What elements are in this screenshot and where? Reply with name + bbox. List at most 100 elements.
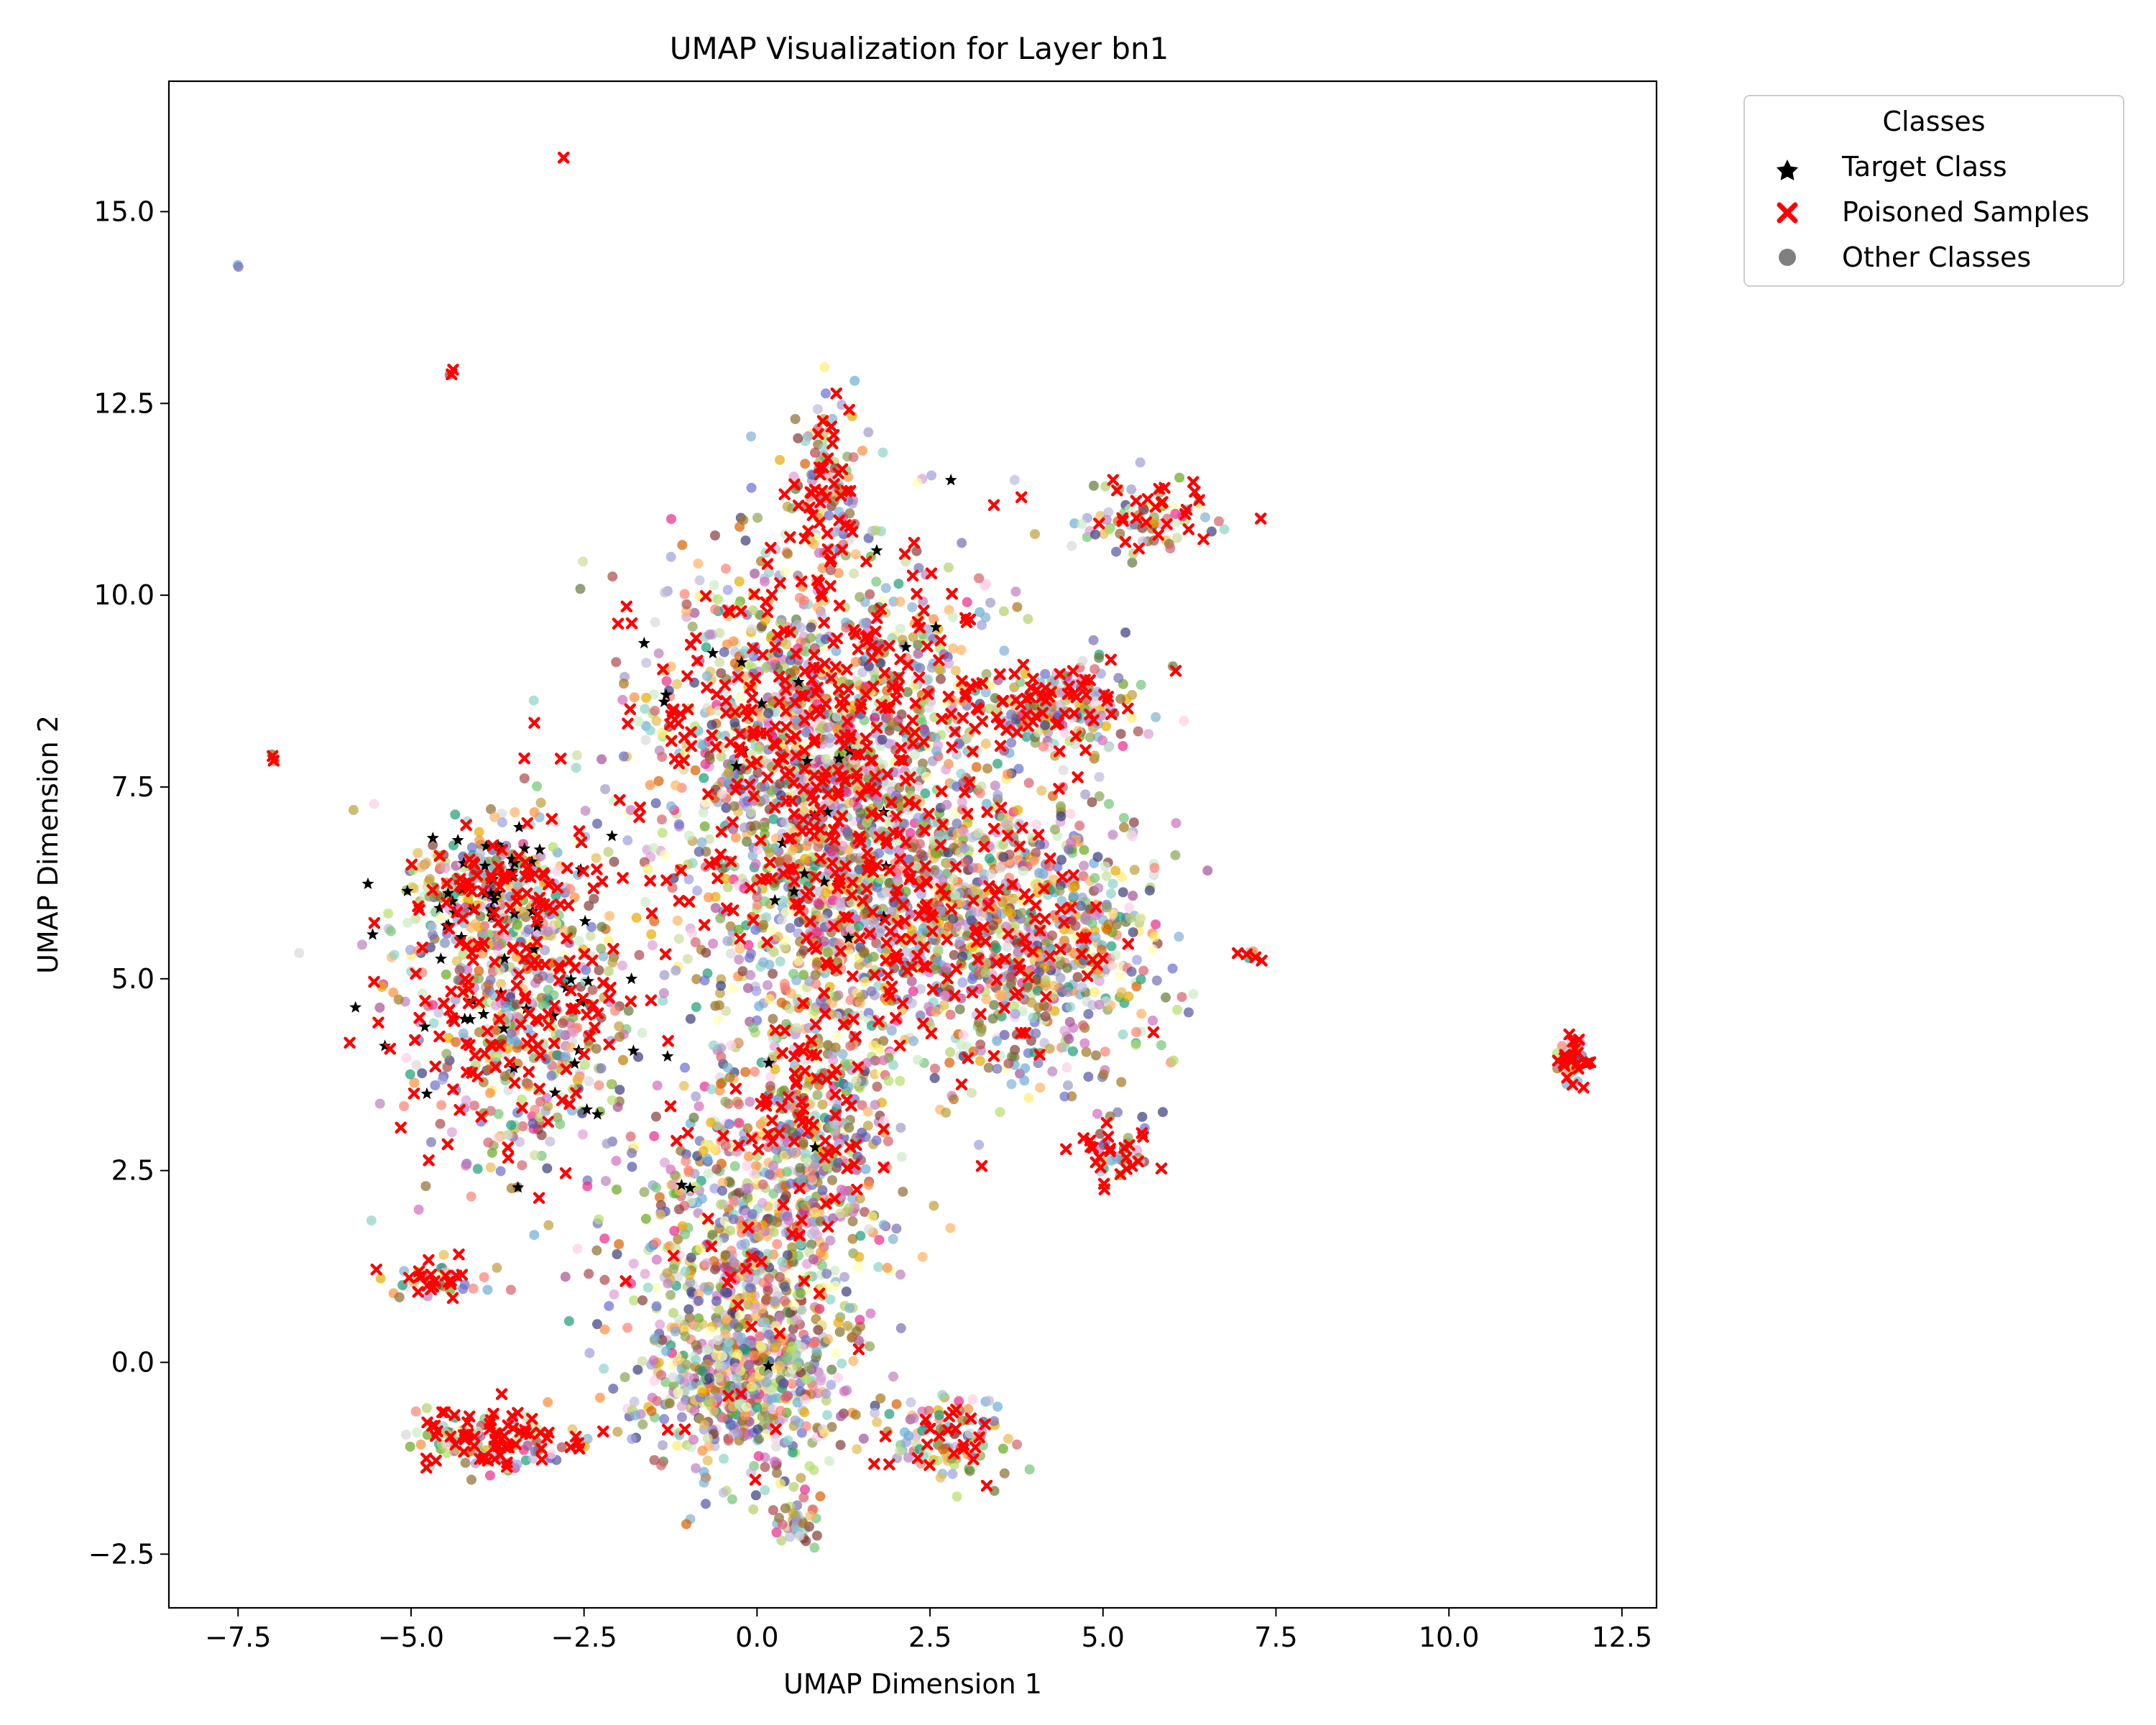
data-point-other-class <box>671 965 681 975</box>
data-point-other-class <box>857 446 867 456</box>
data-point-other-class <box>662 676 672 686</box>
data-point-other-class <box>856 993 866 1003</box>
data-point-other-class <box>533 974 543 984</box>
data-point-other-class <box>467 842 477 852</box>
data-point-other-class <box>745 1283 755 1293</box>
data-point-other-class <box>1177 992 1187 1002</box>
data-point-other-class <box>910 750 920 760</box>
data-point-other-class <box>622 1322 632 1333</box>
data-point-other-class <box>1165 543 1175 553</box>
data-point-other-class <box>699 773 709 783</box>
data-point-other-class <box>740 822 750 832</box>
data-point-other-class <box>980 967 990 978</box>
data-point-other-class <box>474 966 484 976</box>
data-point-other-class <box>1092 1109 1102 1119</box>
data-point-other-class <box>897 709 907 719</box>
data-point-other-class <box>688 622 698 632</box>
data-point-other-class <box>645 780 655 790</box>
data-point-other-class <box>699 1420 709 1430</box>
data-point-other-class <box>1077 519 1087 529</box>
data-point-other-class <box>1009 682 1019 692</box>
data-point-other-class <box>810 1208 820 1218</box>
data-point-other-class <box>1104 799 1114 809</box>
data-point-other-class <box>1128 891 1138 901</box>
data-point-other-class <box>762 1377 772 1387</box>
data-point-other-class <box>546 1071 556 1081</box>
data-point-other-class <box>652 1301 662 1311</box>
data-point-other-class <box>814 1304 824 1314</box>
data-point-other-class <box>1102 903 1112 913</box>
data-point-other-class <box>836 1411 846 1421</box>
data-point-other-class <box>831 1348 841 1358</box>
data-point-other-class <box>720 1216 730 1226</box>
data-point-other-class <box>800 854 810 864</box>
data-point-other-class <box>1143 729 1153 739</box>
data-point-other-class <box>561 1271 571 1282</box>
data-point-other-class <box>735 1310 745 1320</box>
data-point-other-class <box>655 1210 665 1220</box>
data-point-other-class <box>806 1172 816 1182</box>
data-point-other-class <box>494 1109 504 1119</box>
data-point-other-class <box>1089 635 1099 645</box>
data-point-other-class <box>926 471 936 481</box>
data-point-other-class <box>973 828 983 838</box>
data-point-other-class <box>742 1402 752 1412</box>
data-point-other-class <box>651 716 661 726</box>
data-point-other-class <box>959 827 969 837</box>
data-point-other-class <box>855 808 865 818</box>
data-point-other-class <box>1118 1029 1128 1039</box>
data-point-other-class <box>1033 985 1043 995</box>
data-point-other-class <box>758 920 768 930</box>
data-point-other-class <box>612 1249 622 1259</box>
data-point-other-class <box>704 630 714 640</box>
data-point-other-class <box>402 918 413 928</box>
data-point-other-class <box>390 950 400 960</box>
data-point-other-class <box>686 1014 696 1024</box>
data-point-other-class <box>990 781 1000 791</box>
data-point-other-class <box>677 1402 687 1412</box>
data-point-other-class <box>999 606 1009 616</box>
data-point-other-class <box>1118 741 1128 751</box>
data-point-other-class <box>941 962 952 972</box>
data-point-other-class <box>591 1044 602 1054</box>
data-point-other-class <box>793 956 803 966</box>
data-point-other-class <box>810 448 820 458</box>
data-point-other-class <box>783 549 793 559</box>
data-point-other-class <box>1059 1092 1069 1102</box>
data-point-other-class <box>630 1397 640 1407</box>
data-point-other-class <box>461 1458 471 1468</box>
data-point-other-class <box>1079 861 1089 871</box>
data-point-other-class <box>750 821 760 831</box>
data-point-other-class <box>1130 865 1140 875</box>
data-point-other-class <box>708 939 718 949</box>
data-point-other-class <box>645 725 655 735</box>
data-point-other-class <box>1002 819 1012 829</box>
data-point-other-class <box>723 585 733 595</box>
data-point-other-class <box>643 864 653 874</box>
data-point-other-class <box>426 1137 436 1147</box>
data-point-other-class <box>945 1047 955 1057</box>
data-point-other-class <box>720 1250 730 1260</box>
data-point-other-class <box>1035 1082 1045 1092</box>
data-point-other-class <box>555 1029 565 1039</box>
data-point-other-class <box>714 1360 724 1370</box>
data-point-other-class <box>568 1028 579 1038</box>
data-point-other-class <box>778 896 788 906</box>
data-point-other-class <box>888 1371 898 1381</box>
data-point-other-class <box>923 1002 934 1012</box>
data-point-other-class <box>619 751 629 761</box>
data-point-other-class <box>529 1230 539 1240</box>
data-point-other-class <box>837 1184 847 1195</box>
data-point-other-class <box>660 587 670 597</box>
data-point-other-class <box>921 772 931 782</box>
data-point-other-class <box>765 994 775 1004</box>
data-point-other-class <box>720 1097 730 1107</box>
data-point-other-class <box>441 863 451 873</box>
data-point-other-class <box>729 1258 740 1268</box>
data-point-other-class <box>859 948 869 958</box>
data-point-other-class <box>772 1218 782 1228</box>
data-point-other-class <box>394 995 404 1005</box>
data-point-other-class <box>1026 998 1036 1008</box>
data-point-other-class <box>427 922 437 932</box>
